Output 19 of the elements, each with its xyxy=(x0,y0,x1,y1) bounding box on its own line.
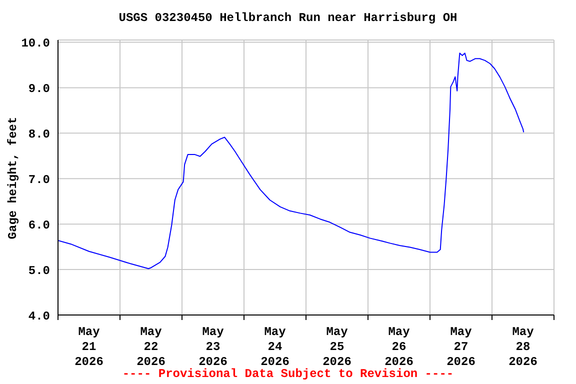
y-tick-label: 8.0 xyxy=(28,127,50,142)
y-tick-label: 10.0 xyxy=(21,36,50,51)
line-series xyxy=(58,52,524,270)
y-tick-label: 7.0 xyxy=(28,172,50,187)
x-tick-label: May 22 2026 xyxy=(136,325,166,369)
y-tick-label: 4.0 xyxy=(28,309,50,324)
y-tick-label: 6.0 xyxy=(28,218,50,232)
y-tick-label: 5.0 xyxy=(28,264,50,278)
x-tick-label: May 21 2026 xyxy=(74,325,104,369)
y-tick-label: 9.0 xyxy=(28,82,50,96)
x-tick-label: May 23 2026 xyxy=(198,325,228,369)
chart-title: USGS 03230450 Hellbranch Run near Harrisburg OH xyxy=(118,11,458,25)
x-tick-label: May 24 2026 xyxy=(260,325,290,369)
x-tick-label: May 26 2026 xyxy=(384,325,414,369)
text: ---- Provisional Data Subject to Revision ---- xyxy=(122,367,454,381)
y-axis-title: Gage height, feet xyxy=(6,116,20,239)
x-tick-label: May 27 2026 xyxy=(446,325,476,369)
x-tick-label: May 25 2026 xyxy=(322,325,352,369)
x-tick-label: May 28 2026 xyxy=(508,325,538,369)
